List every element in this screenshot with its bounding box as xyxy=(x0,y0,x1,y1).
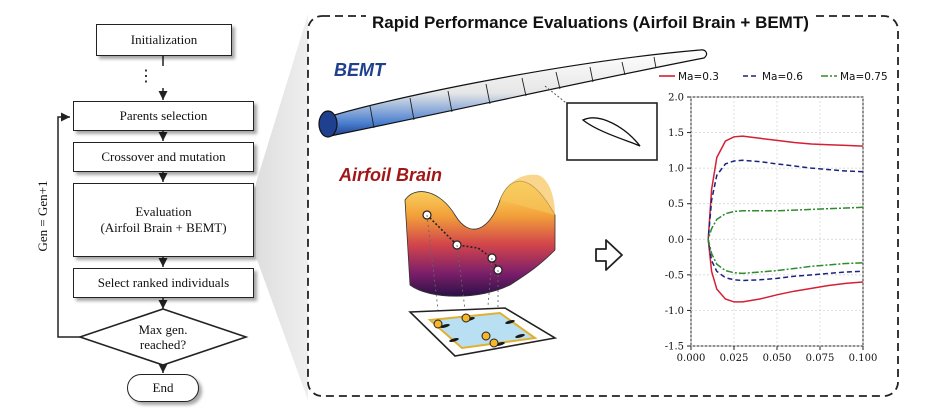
evaluation-line-1: Evaluation xyxy=(135,204,192,219)
decision-line-1: Max gen. xyxy=(138,322,188,337)
y-tick-label: 2.0 xyxy=(668,93,684,104)
panel-title: Rapid Performance Evaluations (Airfoil B… xyxy=(366,13,815,33)
step-parents-selection: Parents selection xyxy=(73,101,254,131)
evaluation-line-2: (Airfoil Brain + BEMT) xyxy=(100,220,227,235)
decision-line-2: reached? xyxy=(139,337,187,352)
design-space-plane xyxy=(408,307,558,357)
step-evaluation: Evaluation (Airfoil Brain + BEMT) xyxy=(73,183,254,257)
x-tick-label: 0.025 xyxy=(720,353,749,364)
y-tick-label: 1.0 xyxy=(668,164,684,175)
legend-label: Ma=0.6 xyxy=(762,71,803,83)
step-initialization: Initialization xyxy=(96,24,232,56)
step-end: End xyxy=(127,374,199,402)
bemt-label: BEMT xyxy=(334,60,385,80)
y-tick-label: -0.5 xyxy=(665,270,684,281)
x-tick-label: 0.100 xyxy=(849,353,878,364)
step-crossover-mutation: Crossover and mutation xyxy=(73,142,254,172)
arrow-icon xyxy=(595,239,623,271)
y-tick-label: -1.0 xyxy=(665,306,684,317)
decision-text: Max gen. reached? xyxy=(118,322,208,352)
x-tick-label: 0.000 xyxy=(677,353,706,364)
y-tick-label: 0.0 xyxy=(668,235,684,246)
decision-diamond xyxy=(77,308,249,366)
loss-surface xyxy=(404,174,556,297)
legend-label: Ma=0.3 xyxy=(678,71,719,83)
ellipsis-marker: ⋮ xyxy=(138,68,154,85)
x-tick-label: 0.050 xyxy=(763,353,792,364)
x-tick-label: 0.075 xyxy=(806,353,835,364)
step-select-ranked: Select ranked individuals xyxy=(73,268,254,298)
y-tick-label: -1.5 xyxy=(665,342,684,353)
airfoil-brain-label: Airfoil Brain xyxy=(339,165,443,185)
y-tick-label: 1.5 xyxy=(668,128,684,139)
series-line-ma-0-75 xyxy=(707,206,864,275)
airfoil-section-inset xyxy=(566,102,658,161)
y-tick-label: 0.5 xyxy=(668,199,684,210)
legend-label: Ma=0.75 xyxy=(840,71,888,83)
rotor-blade xyxy=(318,49,708,138)
zoom-funnel xyxy=(256,14,308,400)
